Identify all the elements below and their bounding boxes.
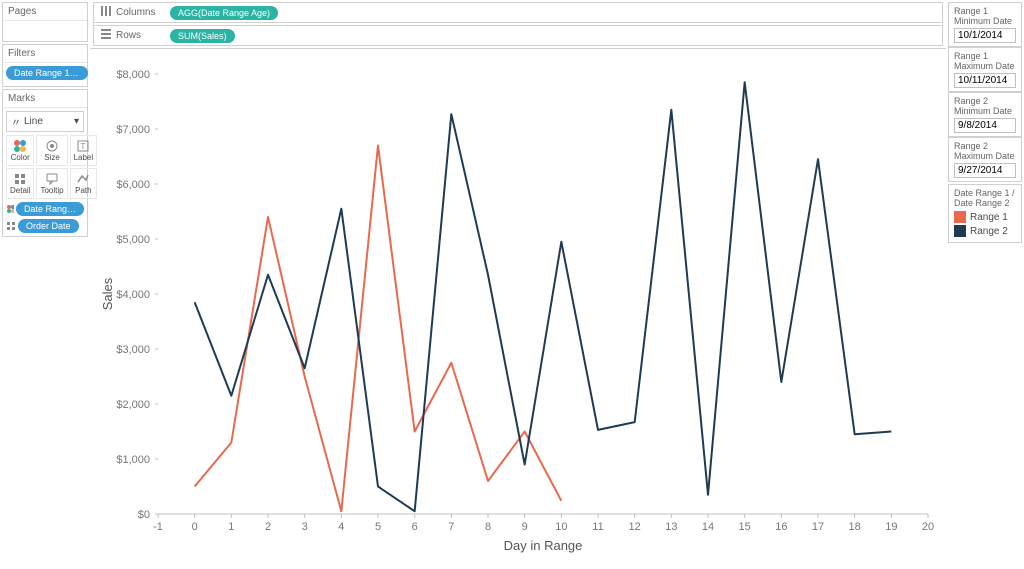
- right-panel: Range 1 Minimum Date Range 1 Maximum Date…: [946, 0, 1024, 541]
- filter-pill[interactable]: Date Range 1 / Date ..: [6, 66, 88, 80]
- legend-title: Date Range 1 / Date Range 2: [954, 188, 1016, 208]
- parameter-input[interactable]: [954, 73, 1016, 88]
- rows-icon: [100, 28, 112, 43]
- path-icon: [76, 172, 90, 186]
- svg-text:7: 7: [448, 521, 454, 533]
- legend-label: Range 2: [970, 226, 1008, 237]
- svg-text:3: 3: [302, 521, 308, 533]
- svg-text:$3,000: $3,000: [116, 344, 150, 356]
- detail-chip-icon: [6, 221, 16, 231]
- color-label: Color: [11, 153, 30, 162]
- left-panel: Pages Filters Date Range 1 / Date .. Mar…: [0, 0, 90, 541]
- tooltip-button[interactable]: Tooltip: [36, 168, 67, 199]
- svg-text:$5,000: $5,000: [116, 234, 150, 246]
- svg-text:Sales: Sales: [100, 277, 115, 310]
- svg-text:15: 15: [739, 521, 751, 533]
- series-range-2: [195, 82, 892, 511]
- detail-label: Detail: [10, 186, 30, 195]
- label-icon: T: [76, 139, 90, 153]
- parameter-input[interactable]: [954, 28, 1016, 43]
- legend-swatch: [954, 225, 966, 237]
- svg-text:5: 5: [375, 521, 381, 533]
- svg-text:4: 4: [338, 521, 344, 533]
- legend-label: Range 1: [970, 212, 1008, 223]
- color-legend: Date Range 1 / Date Range 2 Range 1 Range…: [948, 184, 1022, 243]
- svg-text:10: 10: [555, 521, 567, 533]
- color-icon: [13, 139, 27, 153]
- svg-text:16: 16: [775, 521, 787, 533]
- marks-pill-2[interactable]: Order Date: [18, 219, 79, 233]
- filters-shelf[interactable]: Filters Date Range 1 / Date ..: [2, 44, 88, 87]
- marks-card: Marks 〃 Line ▾ Color: [2, 89, 88, 237]
- svg-text:0: 0: [192, 521, 198, 533]
- chevron-down-icon: ▾: [74, 116, 79, 127]
- legend-item[interactable]: Range 1: [954, 211, 1016, 223]
- parameter-input[interactable]: [954, 163, 1016, 178]
- legend-swatch: [954, 211, 966, 223]
- parameter-card: Range 2 Maximum Date: [948, 137, 1022, 182]
- shelves: Columns AGG(Date Range Age) Rows SUM(Sal…: [90, 0, 946, 49]
- parameter-card: Range 2 Minimum Date: [948, 92, 1022, 137]
- detail-icon: [13, 172, 27, 186]
- svg-text:$7,000: $7,000: [116, 124, 150, 136]
- svg-text:9: 9: [522, 521, 528, 533]
- svg-text:13: 13: [665, 521, 677, 533]
- svg-text:$6,000: $6,000: [116, 179, 150, 191]
- filters-header: Filters: [3, 45, 87, 63]
- svg-text:8: 8: [485, 521, 491, 533]
- svg-text:17: 17: [812, 521, 824, 533]
- rows-pill[interactable]: SUM(Sales): [170, 29, 235, 43]
- svg-text:$4,000: $4,000: [116, 289, 150, 301]
- size-button[interactable]: Size: [36, 135, 67, 166]
- parameter-label: Range 2 Minimum Date: [954, 96, 1016, 116]
- columns-pill[interactable]: AGG(Date Range Age): [170, 6, 278, 20]
- parameter-card: Range 1 Minimum Date: [948, 2, 1022, 47]
- rows-shelf[interactable]: Rows SUM(Sales): [93, 25, 943, 46]
- color-chip-icon: [6, 204, 14, 214]
- parameter-label: Range 1 Maximum Date: [954, 51, 1016, 71]
- rows-label: Rows: [116, 30, 141, 41]
- mark-type-label: Line: [24, 116, 43, 127]
- columns-label: Columns: [116, 7, 155, 18]
- parameter-label: Range 1 Minimum Date: [954, 6, 1016, 26]
- pages-shelf[interactable]: Pages: [2, 2, 88, 42]
- size-label: Size: [44, 153, 60, 162]
- svg-text:Day in Range: Day in Range: [504, 538, 583, 553]
- pages-header: Pages: [3, 3, 87, 21]
- columns-shelf[interactable]: Columns AGG(Date Range Age): [93, 2, 943, 23]
- line-chart[interactable]: $0 $1,000 $2,000 $3,000 $4,000 $5,000 $6,000 $7…: [98, 59, 938, 559]
- series-range-1: [195, 146, 562, 512]
- marks-header: Marks: [3, 90, 87, 108]
- svg-text:19: 19: [885, 521, 897, 533]
- columns-icon: [100, 5, 112, 20]
- svg-text:14: 14: [702, 521, 714, 533]
- svg-text:-1: -1: [153, 521, 163, 533]
- mark-type-dropdown[interactable]: 〃 Line ▾: [6, 111, 84, 132]
- svg-text:$1,000: $1,000: [116, 454, 150, 466]
- svg-text:$2,000: $2,000: [116, 399, 150, 411]
- svg-text:$8,000: $8,000: [116, 69, 150, 81]
- svg-text:12: 12: [629, 521, 641, 533]
- svg-text:20: 20: [922, 521, 934, 533]
- tooltip-icon: [45, 172, 59, 186]
- center-panel: Columns AGG(Date Range Age) Rows SUM(Sal…: [90, 0, 946, 541]
- size-icon: [45, 139, 59, 153]
- parameter-label: Range 2 Maximum Date: [954, 141, 1016, 161]
- chart-area: $0 $1,000 $2,000 $3,000 $4,000 $5,000 $6,000 $7…: [90, 49, 946, 569]
- svg-text:T: T: [81, 142, 86, 151]
- svg-text:1: 1: [228, 521, 234, 533]
- line-icon: 〃: [11, 114, 21, 129]
- detail-button[interactable]: Detail: [6, 168, 34, 199]
- svg-text:$0: $0: [138, 509, 150, 521]
- parameter-card: Range 1 Maximum Date: [948, 47, 1022, 92]
- svg-text:2: 2: [265, 521, 271, 533]
- svg-text:18: 18: [849, 521, 861, 533]
- svg-text:11: 11: [592, 521, 603, 533]
- parameter-input[interactable]: [954, 118, 1016, 133]
- color-button[interactable]: Color: [6, 135, 34, 166]
- svg-text:6: 6: [412, 521, 418, 533]
- marks-pill-1[interactable]: Date Range 1 /..: [16, 202, 84, 216]
- tooltip-label: Tooltip: [40, 186, 63, 195]
- legend-item[interactable]: Range 2: [954, 225, 1016, 237]
